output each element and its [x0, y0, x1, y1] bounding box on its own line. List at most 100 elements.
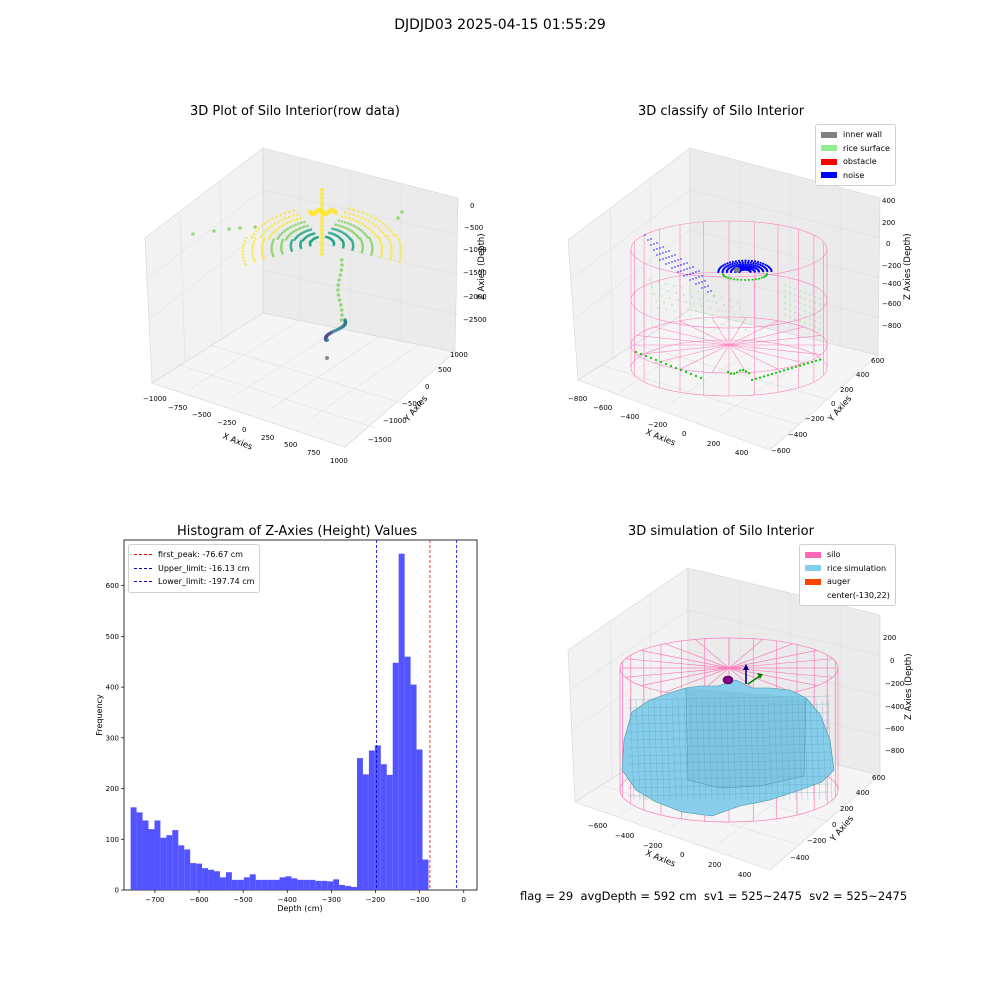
scatter-point	[346, 227, 349, 231]
scatter-point	[320, 244, 324, 248]
classified-point	[665, 283, 667, 285]
plot2-xtick: 400	[735, 449, 748, 457]
classified-point	[665, 257, 667, 259]
scatter-point	[284, 216, 287, 220]
classified-point	[704, 280, 706, 282]
scatter-point	[279, 213, 282, 217]
classified-point	[741, 259, 744, 262]
legend-line	[134, 567, 152, 569]
histogram-bar	[142, 820, 149, 890]
scatter-point	[242, 243, 246, 246]
classified-point	[804, 310, 806, 312]
scatter-point	[320, 220, 324, 224]
scatter-point	[399, 244, 402, 247]
classified-point	[697, 317, 699, 319]
classified-point	[754, 262, 758, 265]
scatter-point	[253, 260, 257, 263]
classified-point	[757, 263, 760, 266]
classified-point	[725, 265, 728, 268]
classified-point	[703, 312, 705, 314]
scatter-point	[271, 252, 274, 256]
classified-point	[819, 322, 821, 324]
classified-point	[698, 282, 700, 284]
scatter-point	[367, 220, 371, 223]
classified-point	[729, 277, 732, 280]
scatter-point	[389, 243, 393, 247]
classified-point	[754, 377, 758, 380]
histogram-bar	[219, 877, 226, 890]
scatter-point	[388, 258, 392, 261]
classified-point	[673, 285, 675, 287]
scatter-point	[273, 222, 277, 225]
scatter-point	[356, 214, 360, 218]
classified-point	[692, 272, 694, 274]
classified-point	[675, 292, 677, 294]
plot2-points	[634, 234, 822, 382]
plot4-ztick: 0	[890, 657, 894, 665]
scatter-point	[270, 248, 274, 252]
scatter-point	[390, 249, 393, 252]
classified-point	[654, 358, 658, 362]
scatter-point	[370, 253, 373, 256]
plot4-xtick: −200	[643, 842, 662, 850]
plot1-ztick: 0	[470, 202, 474, 210]
plot4-ytick: 200	[840, 805, 853, 813]
classified-point	[750, 378, 754, 382]
classified-point	[656, 248, 658, 250]
scatter-point	[269, 234, 272, 238]
classified-point	[726, 262, 729, 265]
classified-point	[653, 243, 655, 245]
scatter-point	[399, 257, 402, 260]
classified-point	[662, 252, 664, 254]
scatter-point	[301, 225, 305, 229]
scatter-point	[272, 238, 276, 241]
classified-point	[695, 277, 697, 279]
classified-point	[724, 263, 727, 266]
scatter-point	[262, 257, 266, 261]
classified-point	[739, 263, 743, 266]
classified-point	[789, 310, 791, 312]
scatter-point	[389, 255, 393, 258]
histogram-reference-lines	[376, 540, 458, 890]
histogram-ytick: 0	[115, 887, 119, 895]
classified-point	[799, 290, 801, 292]
scatter-point	[344, 216, 348, 219]
classified-point	[698, 276, 700, 278]
scatter-point	[337, 298, 342, 302]
scatter-point	[277, 235, 281, 239]
legend-label: rice simulation	[827, 563, 887, 573]
scatter-point	[357, 209, 360, 213]
classified-point	[695, 310, 697, 312]
classified-point	[799, 296, 801, 298]
scatter-point	[320, 216, 324, 220]
classified-point	[711, 314, 713, 316]
scatter-point	[261, 242, 265, 246]
scatter-point	[262, 240, 265, 243]
classified-point	[741, 315, 743, 317]
classified-point	[707, 300, 709, 302]
histogram-bar	[243, 877, 250, 890]
scatter-point	[271, 217, 274, 221]
plot4-xtick: −400	[615, 832, 634, 840]
scatter-point	[320, 232, 324, 236]
histogram-xlabel: Depth (cm)	[277, 904, 322, 913]
scatter-point	[243, 239, 247, 243]
scatter-point	[293, 229, 296, 233]
classified-point	[789, 316, 791, 318]
classified-point	[819, 316, 821, 318]
plot2-xtick: 200	[707, 440, 720, 448]
classified-point	[737, 263, 740, 266]
scatter-point	[390, 246, 393, 250]
scatter-point	[320, 196, 324, 200]
scatter-point	[251, 251, 254, 255]
plot2-ztick: 400	[882, 197, 895, 205]
histogram-bar	[380, 764, 387, 890]
scatter-point	[282, 230, 286, 233]
classified-point	[794, 318, 796, 320]
legend-swatch	[805, 551, 821, 558]
classified-point	[740, 265, 744, 268]
histogram-bar	[166, 835, 173, 890]
scatter-point	[251, 245, 254, 249]
